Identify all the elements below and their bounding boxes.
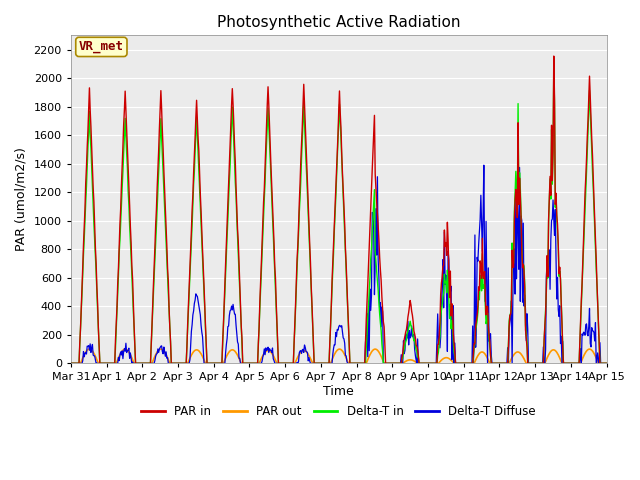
- Delta-T Diffuse: [415, 360, 423, 366]
- Delta-T Diffuse: [480, 162, 488, 168]
- PAR out: [67, 360, 75, 366]
- Line: Delta-T in: Delta-T in: [71, 67, 640, 363]
- PAR in: [638, 360, 640, 366]
- PAR in: [67, 360, 75, 366]
- Delta-T in: [67, 360, 75, 366]
- PAR out: [638, 360, 640, 366]
- Delta-T Diffuse: [447, 283, 455, 289]
- PAR out: [448, 358, 456, 364]
- Title: Photosynthetic Active Radiation: Photosynthetic Active Radiation: [217, 15, 460, 30]
- Delta-T in: [447, 326, 455, 332]
- PAR in: [415, 360, 423, 366]
- Delta-T in: [638, 360, 640, 366]
- Delta-T Diffuse: [267, 348, 275, 353]
- X-axis label: Time: Time: [323, 385, 354, 398]
- Delta-T Diffuse: [134, 360, 141, 366]
- Delta-T Diffuse: [638, 360, 640, 366]
- Delta-T in: [415, 360, 423, 366]
- Delta-T in: [289, 360, 296, 366]
- Delta-T Diffuse: [239, 360, 246, 366]
- Text: VR_met: VR_met: [79, 40, 124, 53]
- PAR in: [239, 360, 246, 366]
- Line: PAR in: PAR in: [71, 56, 640, 363]
- PAR out: [416, 360, 424, 366]
- Y-axis label: PAR (umol/m2/s): PAR (umol/m2/s): [15, 147, 28, 252]
- PAR out: [239, 360, 247, 366]
- Line: PAR out: PAR out: [71, 349, 640, 363]
- Delta-T Diffuse: [67, 360, 75, 366]
- Delta-T in: [550, 64, 557, 70]
- Delta-T in: [239, 360, 246, 366]
- PAR out: [134, 360, 142, 366]
- PAR in: [267, 165, 275, 170]
- Delta-T Diffuse: [289, 360, 296, 366]
- PAR in: [289, 360, 296, 366]
- PAR out: [86, 346, 93, 352]
- PAR in: [134, 360, 141, 366]
- PAR in: [550, 53, 557, 59]
- PAR in: [447, 313, 455, 319]
- Line: Delta-T Diffuse: Delta-T Diffuse: [71, 165, 640, 363]
- PAR out: [268, 350, 276, 356]
- Legend: PAR in, PAR out, Delta-T in, Delta-T Diffuse: PAR in, PAR out, Delta-T in, Delta-T Dif…: [137, 401, 541, 423]
- PAR out: [289, 360, 297, 366]
- Delta-T in: [267, 176, 275, 182]
- Delta-T in: [134, 360, 141, 366]
